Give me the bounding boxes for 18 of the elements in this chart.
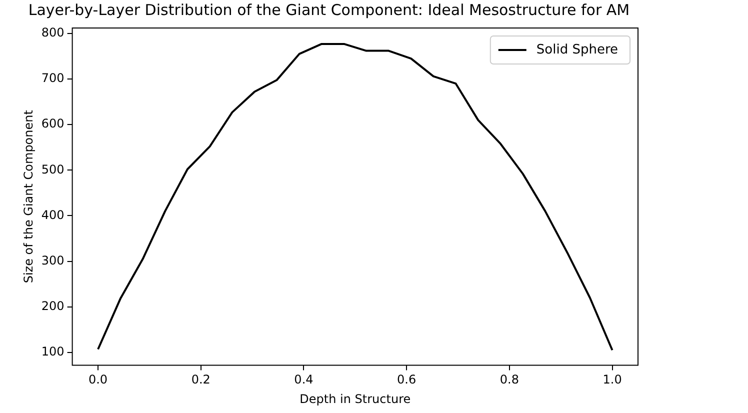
x-tick-label: 0.8 xyxy=(500,372,519,387)
y-tick-label: 600 xyxy=(41,116,64,131)
x-tick-label: 0.2 xyxy=(191,372,210,387)
x-axis-title: Depth in Structure xyxy=(300,392,411,406)
y-tick-label: 700 xyxy=(41,71,64,86)
y-tick-label: 800 xyxy=(41,26,64,40)
y-tick-label: 500 xyxy=(41,162,64,176)
y-tick-label: 400 xyxy=(41,208,64,222)
y-axis-title: Size of the Giant Component xyxy=(21,110,36,284)
y-tick-label: 300 xyxy=(41,253,64,268)
legend-label: Solid Sphere xyxy=(536,42,618,58)
x-tick-label: 0.4 xyxy=(294,372,314,387)
x-tick-label: 0.6 xyxy=(397,372,416,387)
x-tick-label: 0.0 xyxy=(88,372,108,387)
x-tick-label: 1.0 xyxy=(602,372,622,387)
chart-title: Layer-by-Layer Distribution of the Giant Component: Ideal Mesostructure for AM xyxy=(28,0,630,19)
y-tick-label: 100 xyxy=(41,344,64,359)
y-tick-label: 200 xyxy=(41,299,64,313)
